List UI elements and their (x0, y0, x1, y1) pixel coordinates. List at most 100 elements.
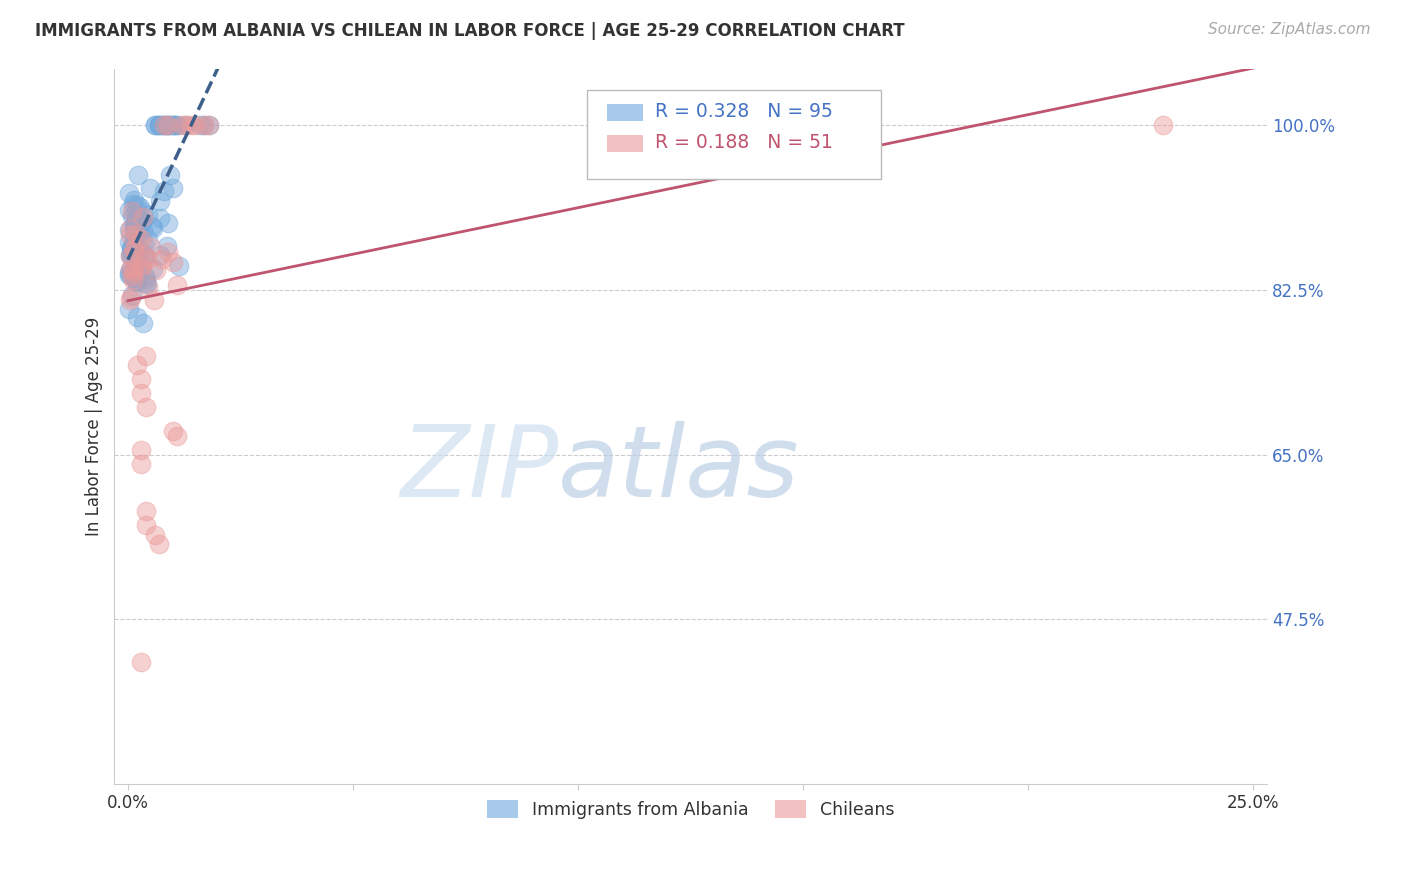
Point (122, 222, 145, 236)
Point (122, 229, 145, 244)
Text: R = 0.188   N = 51: R = 0.188 N = 51 (655, 134, 832, 153)
Point (166, 118, 188, 132)
Point (121, 288, 143, 302)
Point (142, 261, 165, 276)
Point (129, 232, 152, 246)
Legend: Immigrants from Albania, Chileans: Immigrants from Albania, Chileans (479, 793, 901, 825)
Point (156, 238, 179, 252)
Text: R = 0.328   N = 95: R = 0.328 N = 95 (655, 102, 832, 121)
Y-axis label: In Labor Force | Age 25-29: In Labor Force | Age 25-29 (86, 317, 103, 536)
Point (118, 248, 141, 262)
Text: IMMIGRANTS FROM ALBANIA VS CHILEAN IN LABOR FORCE | AGE 25-29 CORRELATION CHART: IMMIGRANTS FROM ALBANIA VS CHILEAN IN LA… (35, 22, 905, 40)
Point (120, 293, 142, 307)
Point (193, 118, 215, 132)
Point (125, 198, 148, 212)
Point (153, 118, 176, 132)
Point (121, 261, 143, 276)
Point (127, 211, 149, 225)
Point (136, 280, 159, 294)
Point (162, 118, 184, 132)
Point (131, 457, 153, 471)
Point (134, 251, 156, 265)
Point (157, 118, 180, 132)
Point (193, 118, 215, 132)
Point (122, 193, 145, 207)
Point (124, 206, 146, 220)
Point (118, 202, 141, 217)
Point (1152, 118, 1174, 132)
Point (148, 118, 170, 132)
Point (180, 118, 202, 132)
Point (134, 248, 156, 262)
Point (176, 118, 198, 132)
Point (120, 249, 142, 263)
Point (129, 201, 152, 215)
Point (125, 253, 148, 268)
Point (198, 118, 221, 132)
Point (125, 274, 148, 288)
Point (124, 215, 146, 229)
Point (128, 243, 150, 257)
Point (125, 310, 148, 324)
Point (136, 208, 159, 222)
Point (184, 118, 207, 132)
Point (122, 243, 145, 257)
Point (122, 272, 145, 286)
Point (139, 180, 162, 194)
Point (132, 236, 155, 251)
Point (121, 269, 143, 284)
Point (136, 252, 159, 266)
Point (188, 118, 211, 132)
Point (148, 118, 170, 132)
Point (159, 168, 181, 182)
Point (127, 168, 149, 182)
Point (131, 258, 153, 272)
Point (122, 219, 145, 233)
Point (122, 243, 145, 257)
Point (121, 209, 143, 223)
Point (143, 527, 166, 541)
Point (148, 118, 170, 132)
Point (132, 210, 155, 224)
Point (162, 255, 184, 269)
Point (124, 257, 146, 271)
Point (125, 211, 148, 225)
Point (121, 203, 143, 218)
Point (118, 302, 141, 317)
Point (125, 358, 148, 372)
Point (149, 194, 172, 209)
Point (120, 221, 142, 235)
Point (122, 265, 145, 279)
Point (120, 262, 142, 277)
FancyBboxPatch shape (586, 90, 880, 179)
Point (118, 186, 141, 201)
Point (138, 232, 160, 246)
Point (120, 290, 142, 304)
Point (149, 211, 172, 225)
Point (170, 118, 193, 132)
Point (135, 349, 157, 363)
Point (125, 227, 148, 241)
Point (128, 224, 150, 238)
Point (135, 272, 157, 286)
Point (118, 266, 141, 280)
Point (131, 442, 153, 457)
Point (121, 246, 143, 260)
Point (157, 118, 180, 132)
Point (135, 276, 157, 290)
Point (162, 180, 184, 194)
Point (131, 215, 153, 229)
Point (131, 215, 153, 229)
Point (157, 216, 180, 230)
Point (135, 401, 157, 415)
Point (135, 504, 157, 518)
Point (157, 118, 180, 132)
Text: atlas: atlas (558, 421, 800, 517)
Point (124, 224, 146, 238)
Point (176, 118, 198, 132)
Point (118, 262, 141, 277)
Point (198, 118, 221, 132)
Point (143, 293, 166, 307)
Point (122, 238, 145, 252)
Point (142, 221, 165, 235)
